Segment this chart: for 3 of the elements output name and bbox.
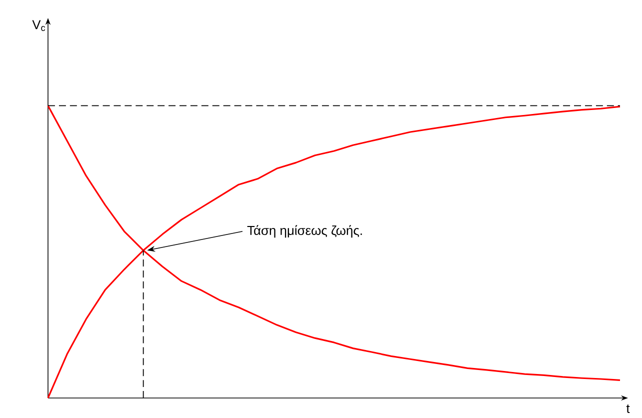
annotation: Τάση ημίσεως ζωής. xyxy=(247,225,362,238)
x-axis-title: t xyxy=(626,404,630,413)
text: V$_{c}$ xyxy=(32,20,46,31)
